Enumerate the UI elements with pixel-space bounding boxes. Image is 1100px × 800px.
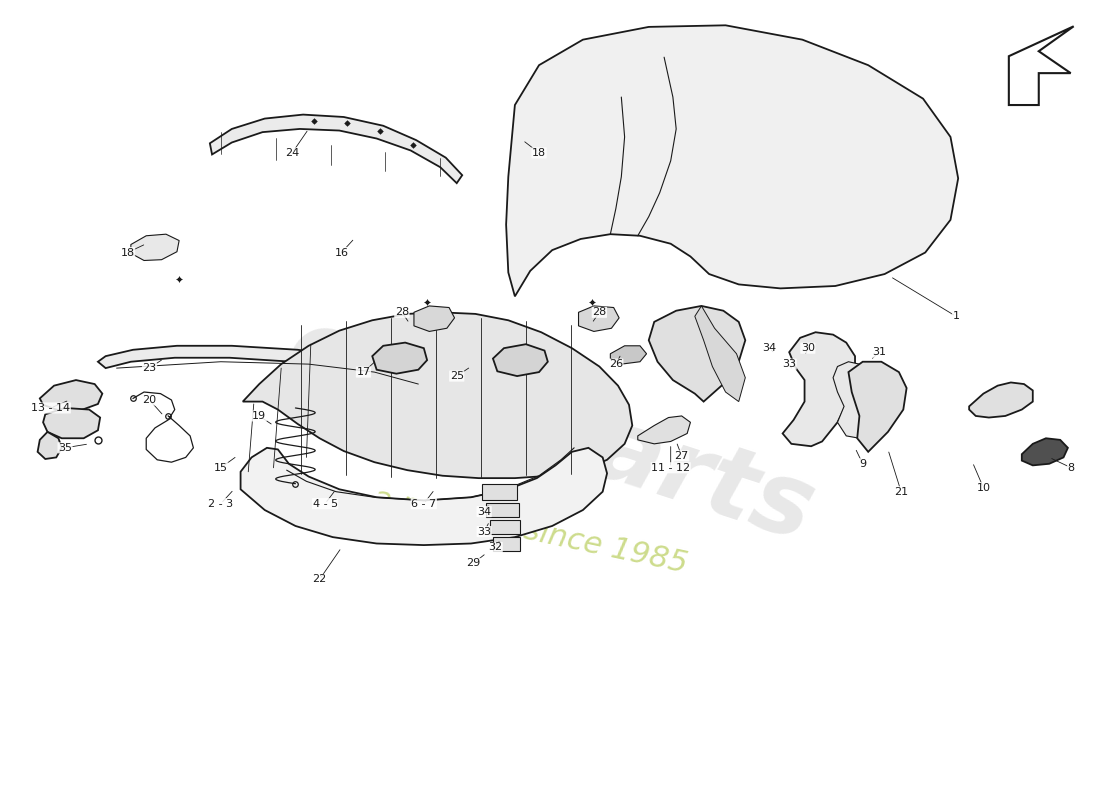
Polygon shape — [486, 503, 519, 517]
Text: 15: 15 — [213, 462, 228, 473]
Polygon shape — [98, 346, 460, 400]
Text: 1: 1 — [953, 311, 959, 322]
Polygon shape — [482, 484, 517, 500]
Text: 30: 30 — [801, 343, 815, 353]
Text: 32: 32 — [488, 542, 503, 553]
Polygon shape — [848, 362, 906, 452]
Text: 26: 26 — [608, 359, 623, 369]
Polygon shape — [243, 312, 632, 478]
Polygon shape — [1009, 26, 1074, 105]
Text: 33: 33 — [477, 526, 492, 537]
Text: 6 - 7: 6 - 7 — [411, 498, 437, 509]
Text: euroParts: euroParts — [274, 301, 826, 562]
Text: 27: 27 — [674, 451, 689, 461]
Text: 22: 22 — [312, 574, 327, 584]
Text: 34: 34 — [477, 506, 492, 517]
Polygon shape — [969, 382, 1033, 418]
Polygon shape — [579, 306, 619, 331]
Text: 35: 35 — [58, 443, 72, 453]
Polygon shape — [414, 306, 454, 331]
Text: a passion since 1985: a passion since 1985 — [370, 484, 690, 579]
Text: 17: 17 — [356, 367, 371, 377]
Polygon shape — [493, 344, 548, 376]
Polygon shape — [833, 362, 873, 438]
Text: 20: 20 — [143, 395, 156, 405]
Polygon shape — [1022, 438, 1068, 466]
Text: 16: 16 — [334, 247, 349, 258]
Text: 18: 18 — [121, 247, 134, 258]
Text: 25: 25 — [450, 371, 464, 381]
Text: 8: 8 — [1068, 462, 1075, 473]
Text: 11 - 12: 11 - 12 — [651, 462, 691, 473]
Polygon shape — [506, 26, 958, 296]
Text: 28: 28 — [592, 307, 606, 318]
Polygon shape — [493, 537, 520, 551]
Polygon shape — [43, 408, 100, 438]
Polygon shape — [372, 342, 427, 374]
Polygon shape — [695, 306, 746, 402]
Polygon shape — [610, 346, 647, 364]
Text: 18: 18 — [532, 148, 546, 158]
Text: 21: 21 — [894, 486, 909, 497]
Polygon shape — [40, 380, 102, 410]
Text: 9: 9 — [859, 458, 867, 469]
Text: 23: 23 — [143, 363, 156, 373]
Text: 4 - 5: 4 - 5 — [312, 498, 338, 509]
Polygon shape — [131, 234, 179, 261]
Text: 34: 34 — [762, 343, 777, 353]
Text: 28: 28 — [395, 307, 409, 318]
Polygon shape — [210, 114, 462, 183]
Text: 19: 19 — [252, 411, 266, 421]
Polygon shape — [490, 519, 520, 534]
Polygon shape — [649, 306, 746, 402]
Polygon shape — [638, 416, 691, 444]
Text: 31: 31 — [872, 347, 887, 357]
Text: 2 - 3: 2 - 3 — [208, 498, 233, 509]
Polygon shape — [37, 432, 62, 459]
Text: 29: 29 — [466, 558, 481, 569]
Text: 24: 24 — [285, 148, 299, 158]
Polygon shape — [782, 332, 855, 446]
Text: 33: 33 — [782, 359, 796, 369]
Text: 10: 10 — [977, 482, 990, 493]
Text: 13 - 14: 13 - 14 — [31, 403, 70, 413]
Polygon shape — [241, 448, 607, 545]
